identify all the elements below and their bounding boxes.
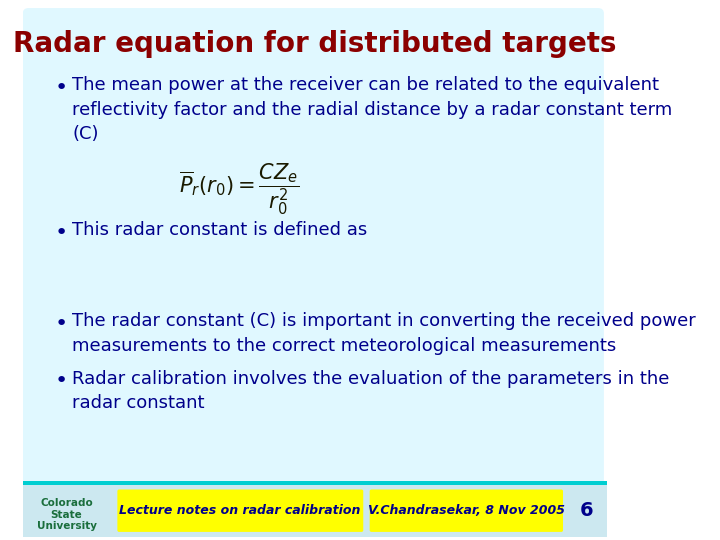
Bar xyxy=(23,481,607,485)
Text: V.Chandrasekar, 8 Nov 2005: V.Chandrasekar, 8 Nov 2005 xyxy=(368,504,565,517)
Text: The radar constant (C) is important in converting the received power
measurement: The radar constant (C) is important in c… xyxy=(73,312,696,355)
FancyBboxPatch shape xyxy=(23,8,604,489)
Text: Radar equation for distributed targets: Radar equation for distributed targets xyxy=(13,30,616,58)
Text: Radar calibration involves the evaluation of the parameters in the
radar constan: Radar calibration involves the evaluatio… xyxy=(73,370,670,412)
Text: The mean power at the receiver can be related to the equivalent
reflectivity fac: The mean power at the receiver can be re… xyxy=(73,76,672,143)
Text: •: • xyxy=(55,222,68,243)
Text: •: • xyxy=(55,314,68,334)
Text: Lecture notes on radar calibration: Lecture notes on radar calibration xyxy=(120,504,361,517)
Bar xyxy=(23,485,607,537)
Text: •: • xyxy=(55,372,68,392)
Text: Colorado
State
University: Colorado State University xyxy=(37,498,96,531)
Text: This radar constant is defined as: This radar constant is defined as xyxy=(73,221,368,239)
Text: 6: 6 xyxy=(580,501,593,520)
Text: •: • xyxy=(55,78,68,98)
FancyBboxPatch shape xyxy=(117,489,364,532)
Text: $\overline{P}_r(r_0) = \dfrac{CZ_e}{r_0^2}$: $\overline{P}_r(r_0) = \dfrac{CZ_e}{r_0^… xyxy=(179,161,299,217)
FancyBboxPatch shape xyxy=(369,489,563,532)
